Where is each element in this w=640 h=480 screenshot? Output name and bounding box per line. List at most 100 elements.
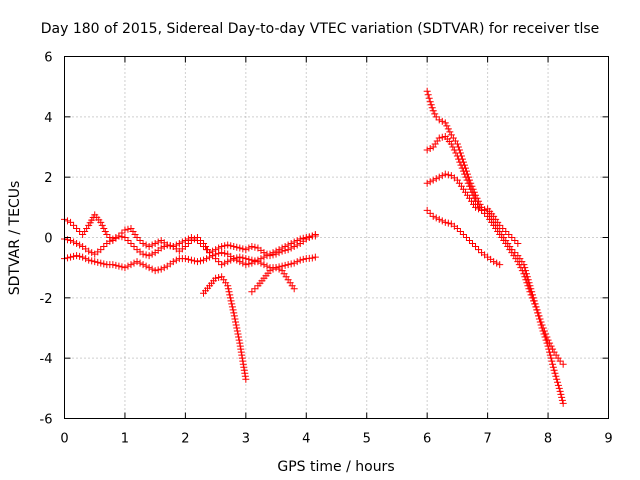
data-point — [444, 219, 452, 227]
data-point — [130, 243, 138, 251]
data-point — [468, 188, 476, 196]
data-point — [115, 232, 123, 240]
data-point — [240, 363, 248, 371]
data-point — [238, 354, 246, 362]
data-point — [308, 254, 316, 262]
data-point — [290, 285, 298, 293]
data-point — [67, 218, 75, 226]
data-point — [236, 342, 244, 350]
data-point — [97, 259, 105, 267]
y-tick-labels: -6 -4 -2 0 2 4 6 — [40, 51, 53, 428]
data-point — [531, 300, 539, 308]
data-point — [447, 140, 455, 148]
data-point — [232, 318, 240, 326]
data-point — [438, 172, 446, 180]
data-point — [293, 237, 301, 245]
data-point — [527, 291, 535, 299]
data-point — [464, 179, 472, 187]
data-point — [435, 116, 443, 124]
data-point — [432, 113, 440, 121]
data-point — [64, 217, 72, 225]
data-point — [428, 104, 436, 112]
data-point — [124, 237, 132, 245]
data-point — [239, 259, 247, 267]
data-point — [548, 357, 556, 365]
data-point — [553, 375, 561, 383]
data-point — [224, 258, 232, 266]
data-point — [556, 357, 564, 365]
data-point — [522, 276, 530, 284]
data-point — [98, 221, 106, 229]
data-point — [200, 256, 208, 264]
data-point — [235, 336, 243, 344]
data-point — [508, 234, 516, 241]
data-point — [133, 234, 141, 241]
data-point — [552, 372, 560, 380]
series-track-c — [61, 232, 319, 275]
y-tick-label: 0 — [44, 232, 52, 247]
data-point — [242, 255, 250, 263]
data-point — [556, 387, 564, 395]
data-point — [438, 133, 446, 141]
data-point — [154, 238, 162, 246]
y-tick-label: 6 — [44, 51, 52, 66]
data-point — [229, 306, 237, 314]
data-point — [221, 249, 229, 257]
data-point — [278, 244, 286, 252]
data-point — [266, 250, 274, 258]
data-point — [184, 240, 192, 248]
data-point — [145, 243, 153, 251]
data-point — [549, 345, 557, 353]
data-point — [534, 309, 542, 317]
data-point — [151, 240, 159, 248]
data-point — [109, 235, 117, 243]
data-point — [547, 354, 555, 362]
data-point — [241, 372, 249, 380]
data-point — [124, 262, 132, 270]
data-point — [70, 252, 78, 260]
data-point — [514, 240, 522, 248]
x-tick-label: 0 — [60, 432, 68, 447]
data-point — [260, 253, 268, 261]
data-point — [441, 218, 449, 226]
data-point — [230, 255, 238, 263]
data-point — [193, 258, 201, 266]
chart-title: Day 180 of 2015, Sidereal Day-to-day VTE… — [41, 21, 600, 37]
data-point — [290, 259, 298, 267]
data-point — [537, 318, 545, 326]
data-point — [490, 258, 498, 266]
data-point — [88, 249, 96, 257]
data-point — [299, 255, 307, 263]
data-point — [554, 378, 562, 386]
data-point — [248, 243, 256, 251]
data-point — [431, 110, 439, 118]
data-point — [549, 360, 557, 368]
data-point — [82, 255, 90, 263]
data-point — [472, 203, 480, 211]
data-point — [163, 241, 171, 249]
data-point — [520, 270, 528, 278]
data-point — [237, 348, 245, 356]
data-point — [526, 288, 534, 296]
data-point — [235, 333, 243, 341]
data-point — [423, 206, 431, 214]
tick-marks — [64, 56, 609, 419]
data-point — [530, 297, 538, 305]
data-point — [514, 258, 522, 266]
data-point — [518, 267, 526, 275]
data-point — [281, 261, 289, 269]
data-point — [221, 242, 229, 250]
data-point — [148, 250, 156, 258]
data-point — [275, 265, 283, 273]
data-point — [426, 145, 434, 153]
data-point — [272, 247, 280, 255]
y-axis-label: SDTVAR / TECUs — [7, 181, 23, 296]
data-point — [549, 363, 557, 371]
data-point — [251, 285, 259, 293]
data-point — [118, 233, 126, 241]
data-point — [121, 226, 129, 234]
x-tick-label: 1 — [121, 432, 129, 447]
data-point — [305, 233, 313, 241]
